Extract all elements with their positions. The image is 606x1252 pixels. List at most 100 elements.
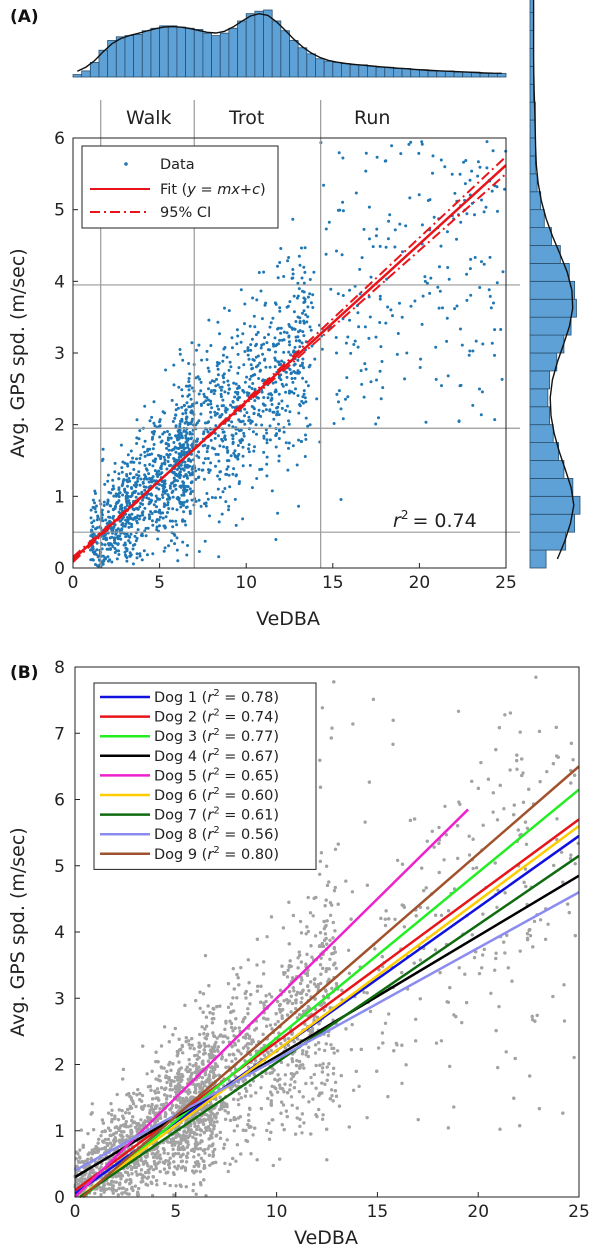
data-point [122,524,125,528]
data-point [306,424,310,428]
data-point [264,365,268,369]
data-point [172,484,176,488]
data-point [252,412,256,416]
data-point [363,362,367,366]
right-hist-bar [529,460,565,479]
data-point [189,422,193,426]
data-point [100,547,104,551]
data-point [367,336,371,340]
top-hist-bar [254,10,264,78]
data-point [465,298,469,302]
data-point [252,314,256,318]
data-point [297,438,301,442]
data-point [141,510,145,514]
data-point [218,332,221,336]
data-point [184,484,188,488]
data-point [434,377,438,381]
data-point [102,534,106,538]
data-point [163,458,167,462]
top-hist-bar [81,70,91,78]
top-hist-bar [375,66,386,78]
right-hist-bar [529,209,545,228]
data-point [115,549,119,553]
legend-label-ci: 95% CI [160,205,211,221]
data-point [190,409,194,413]
data-point [260,423,264,427]
data-point [155,505,158,509]
data-point [264,408,268,412]
data-point [227,309,231,313]
data-point [304,380,308,384]
data-point [225,355,229,359]
data-point [469,257,473,261]
data-point [381,386,385,390]
data-point [306,305,310,309]
data-point [216,434,220,438]
data-point [155,472,159,476]
data-point [229,403,232,407]
data-point [135,436,139,440]
data-point [188,473,192,477]
data-point [336,292,340,296]
data-point [313,357,317,361]
data-point [487,288,491,292]
gait-label-walk: Walk [126,107,172,129]
top-hist-bar [193,29,204,78]
data-point [158,497,162,501]
data-point [488,255,492,259]
data-point [277,363,281,367]
data-point [172,479,176,483]
data-point [291,444,295,448]
right-hist-bar [529,388,549,408]
data-point [146,449,149,453]
data-point [125,556,129,560]
data-point [253,399,257,403]
data-point [111,545,115,548]
data-point [229,454,233,458]
data-point [214,384,218,388]
data-point [262,450,266,454]
data-point [293,345,297,349]
data-point [179,502,183,506]
data-point [296,281,300,285]
data-point [222,380,226,384]
data-point [107,543,111,547]
data-point [257,377,261,380]
data-point [119,504,122,508]
data-point [172,447,176,451]
data-point [479,413,483,417]
data-point [197,467,201,471]
data-point [97,558,101,562]
top-hist-bar [367,65,377,78]
data-point [137,517,141,521]
data-point [460,343,464,347]
data-point [265,431,269,435]
data-point [205,492,209,495]
data-point [158,515,162,519]
data-point [129,449,133,453]
data-point [150,415,154,419]
top-hist-bar [211,35,221,78]
data-point [223,409,227,413]
data-point [239,420,243,424]
data-point [291,217,295,221]
data-point [407,142,411,146]
data-point [423,275,427,279]
data-point [157,487,161,491]
data-point [418,366,422,369]
data-point [231,425,235,429]
data-point [240,437,244,441]
x-tick-label-a: 15 [322,573,344,593]
data-point [261,352,265,356]
data-point [242,434,246,438]
data-point [135,552,139,556]
data-point [294,371,297,375]
data-point [133,515,137,519]
data-point [257,271,261,274]
data-point [493,418,497,422]
data-point [248,463,252,467]
data-point [302,281,306,285]
data-point [251,366,255,370]
data-point [136,528,140,532]
